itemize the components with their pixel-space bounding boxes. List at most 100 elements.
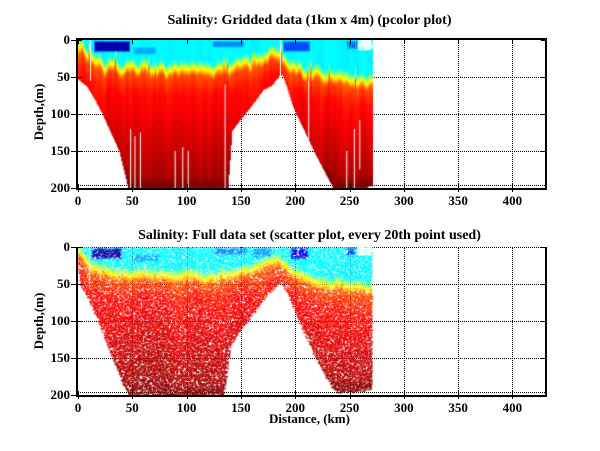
x-tick-mark xyxy=(186,391,188,395)
y-tick-mark xyxy=(541,358,545,359)
x-tick-label: 0 xyxy=(74,400,82,415)
y-tick-label: 150 xyxy=(50,143,71,158)
x-tick-mark xyxy=(349,184,351,188)
x-tick-label: 300 xyxy=(394,193,414,208)
x-tick-mark xyxy=(240,40,242,44)
x-tick-label: 150 xyxy=(231,193,251,208)
y-tick-mark xyxy=(71,321,76,322)
y-tick-mark xyxy=(78,358,82,359)
x-tick-label: 350 xyxy=(448,193,468,208)
x-tick-label: 150 xyxy=(231,400,251,415)
x-tick-mark xyxy=(132,188,134,192)
y-tick-mark xyxy=(541,77,545,78)
x-tick-mark xyxy=(512,40,514,44)
x-tick-mark xyxy=(186,184,188,188)
x-tick-label: 0 xyxy=(74,193,82,208)
scatter-plot-canvas xyxy=(78,247,545,395)
x-tick-mark xyxy=(240,391,242,395)
x-tick-mark xyxy=(458,188,460,192)
x-tick-mark xyxy=(240,184,242,188)
x-tick-mark xyxy=(349,40,351,44)
subplot2-title: Salinity: Full data set (scatter plot, e… xyxy=(138,228,481,243)
x-tick-mark xyxy=(512,184,514,188)
x-tick-label: 350 xyxy=(448,400,468,415)
x-tick-mark xyxy=(295,184,297,188)
y-tick-mark xyxy=(78,151,82,152)
y-tick-mark xyxy=(78,188,82,189)
y-tick-mark xyxy=(78,77,82,78)
x-tick-mark xyxy=(512,395,514,399)
x-tick-mark xyxy=(132,395,134,399)
x-tick-label: 400 xyxy=(502,193,523,208)
x-tick-mark xyxy=(78,40,79,44)
y-tick-label: 100 xyxy=(50,313,71,328)
y-tick-mark xyxy=(541,321,545,322)
x-tick-mark xyxy=(458,395,460,399)
y-tick-label: 200 xyxy=(50,387,71,402)
x-tick-mark xyxy=(240,395,242,399)
y-tick-label: 0 xyxy=(63,239,71,254)
x-tick-mark xyxy=(240,188,242,192)
subplot1-axes: 0 50 100 150 200 250 300 350 400 0 50 100 150 200 xyxy=(51,32,547,208)
x-tick-label: 400 xyxy=(502,400,523,415)
x-tick-mark xyxy=(403,188,405,192)
x-tick-mark xyxy=(186,395,188,399)
pcolor-plot-canvas xyxy=(78,40,545,188)
x-tick-label: 250 xyxy=(339,400,360,415)
x-tick-mark xyxy=(349,395,351,399)
x-tick-mark xyxy=(458,391,460,395)
x-tick-mark xyxy=(295,391,297,395)
x-tick-label: 100 xyxy=(176,400,197,415)
x-tick-label: 50 xyxy=(125,400,139,415)
y-tick-mark xyxy=(71,77,76,78)
y-tick-label: 50 xyxy=(57,276,70,291)
x-tick-mark xyxy=(132,391,134,395)
x-tick-label: 100 xyxy=(176,193,197,208)
y-tick-label: 200 xyxy=(50,180,71,195)
subplot1-title: Salinity: Gridded data (1km x 4m) (pcolo… xyxy=(167,13,452,28)
y-tick-mark xyxy=(71,188,76,189)
y-tick-mark xyxy=(541,151,545,152)
y-tick-label: 150 xyxy=(50,350,71,365)
x-tick-label: 250 xyxy=(339,193,360,208)
y-tick-mark xyxy=(78,114,82,115)
x-tick-mark xyxy=(512,188,514,192)
x-tick-mark xyxy=(512,391,514,395)
x-tick-mark xyxy=(403,184,405,188)
y-tick-mark xyxy=(541,395,545,396)
y-tick-mark xyxy=(71,247,76,248)
x-tick-mark xyxy=(132,40,134,44)
y-tick-mark xyxy=(541,188,545,189)
x-tick-label: 50 xyxy=(125,193,139,208)
x-tick-mark xyxy=(349,391,351,395)
x-tick-mark xyxy=(132,184,134,188)
x-tick-mark xyxy=(458,184,460,188)
x-tick-mark xyxy=(403,391,405,395)
x-tick-mark xyxy=(403,40,405,44)
x-tick-mark xyxy=(403,395,405,399)
y-tick-mark xyxy=(541,247,545,248)
x-tick-mark xyxy=(295,395,297,399)
y-tick-mark xyxy=(78,247,82,248)
x-tick-mark xyxy=(78,395,79,399)
x-tick-label: 200 xyxy=(285,193,305,208)
x-tick-mark xyxy=(349,188,351,192)
y-tick-mark xyxy=(78,321,82,322)
x-tick-mark xyxy=(78,391,79,395)
y-tick-mark xyxy=(71,395,76,396)
x-tick-mark xyxy=(458,40,460,44)
y-tick-label: 0 xyxy=(63,32,71,47)
x-tick-label: 300 xyxy=(394,400,414,415)
y-tick-mark xyxy=(541,114,545,115)
x-tick-label: 200 xyxy=(285,400,305,415)
y-tick-mark xyxy=(541,40,545,41)
x-tick-mark xyxy=(186,40,188,44)
y-tick-mark xyxy=(71,114,76,115)
y-tick-mark xyxy=(71,358,76,359)
y-tick-mark xyxy=(71,40,76,41)
x-tick-mark xyxy=(186,188,188,192)
y-tick-label: 100 xyxy=(50,106,71,121)
x-axis-label: Distance, (km) xyxy=(269,411,350,426)
y-tick-label: 50 xyxy=(57,69,70,84)
